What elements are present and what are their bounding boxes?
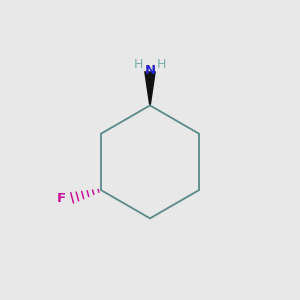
Text: F: F — [57, 192, 66, 205]
Polygon shape — [144, 71, 156, 105]
Text: H: H — [134, 58, 143, 71]
Text: H: H — [157, 58, 166, 71]
Text: N: N — [144, 64, 156, 77]
